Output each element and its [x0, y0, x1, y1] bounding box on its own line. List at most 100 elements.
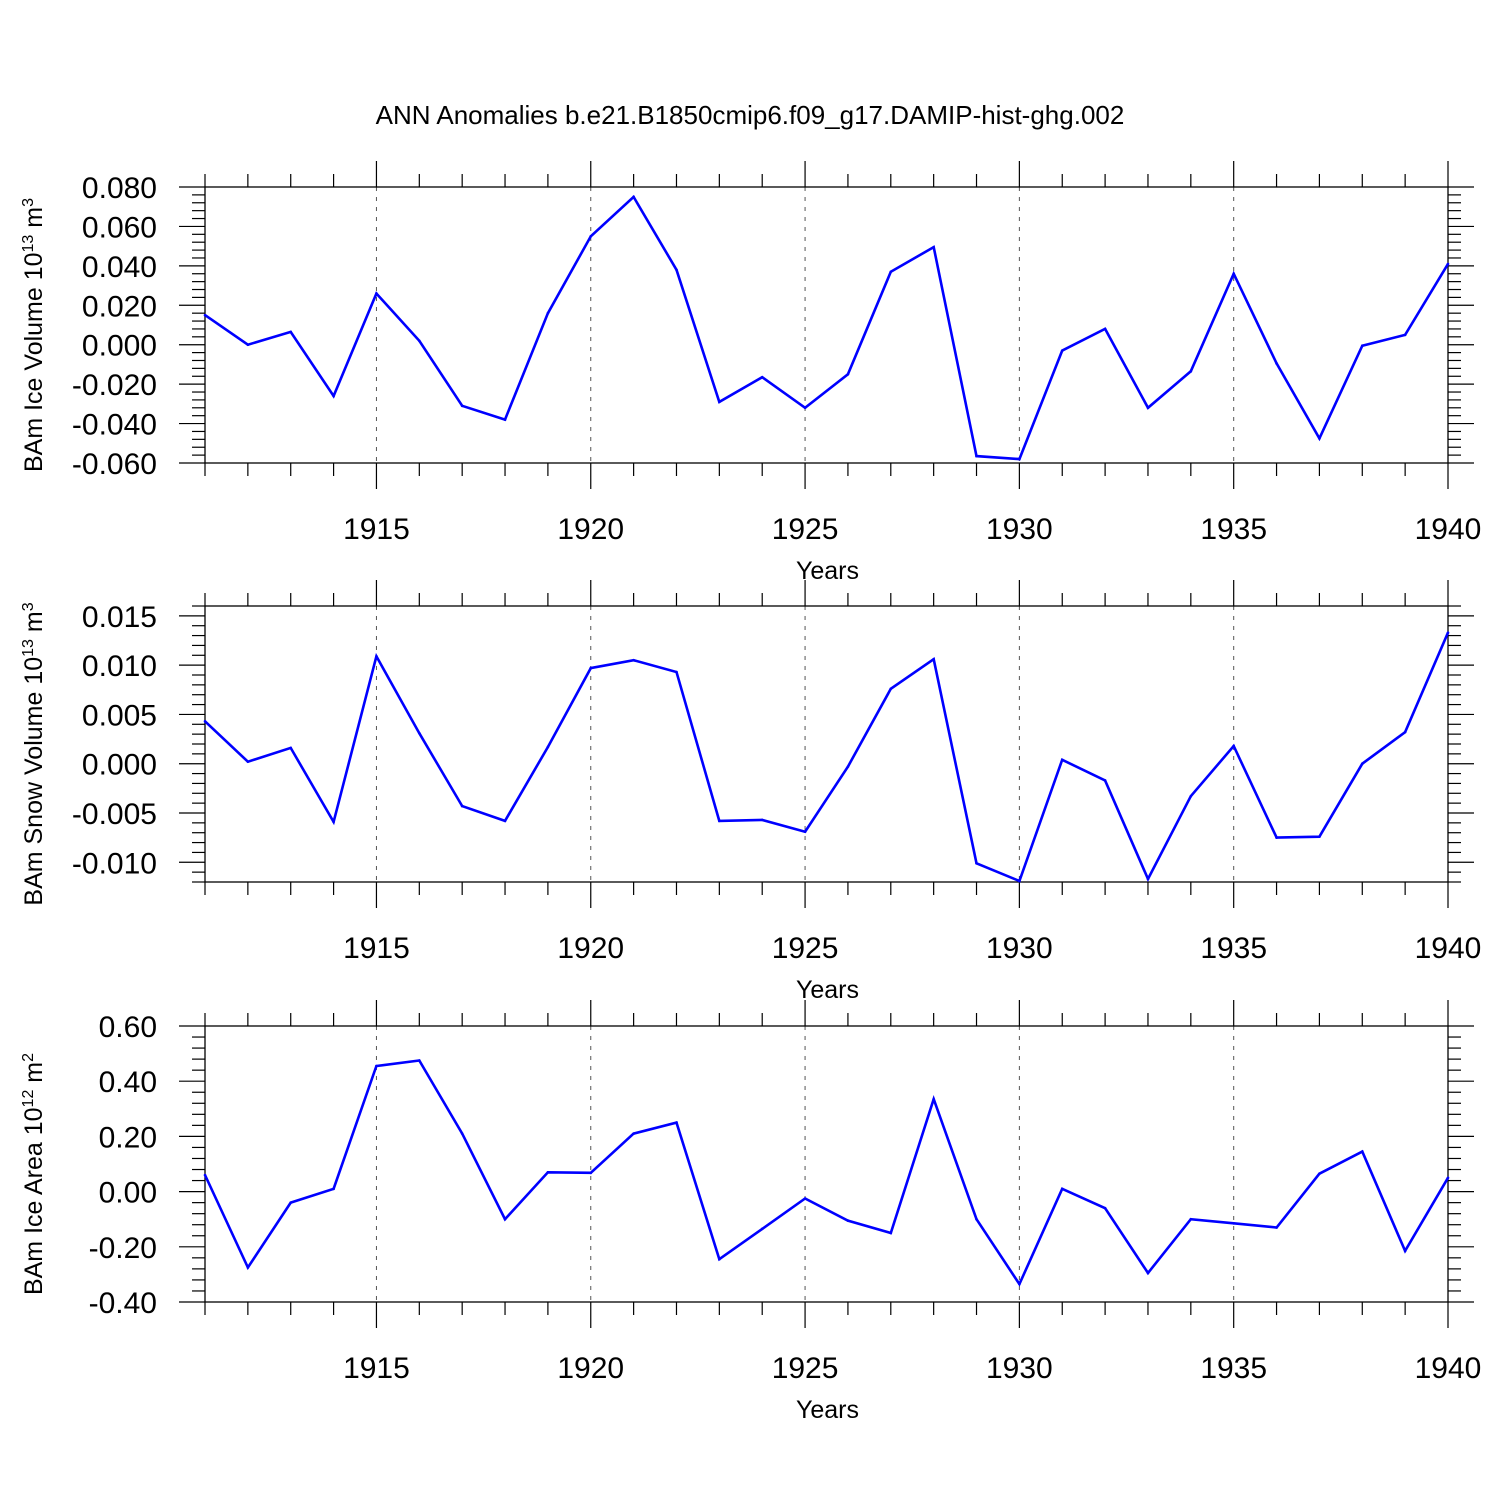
data-point-1917	[460, 404, 464, 408]
data-point-1921	[632, 658, 635, 662]
data-point-1921	[632, 1132, 635, 1135]
data-point-1914	[332, 820, 335, 824]
x-tick-label: 1940	[1415, 513, 1482, 546]
y-axis-title: BAm Ice Volume 1013 m3	[20, 198, 48, 472]
data-point-1940	[1446, 262, 1450, 266]
y-tick-label: 0.020	[82, 290, 157, 323]
x-tick-label: 1940	[1415, 1352, 1482, 1385]
data-point-1927	[889, 1231, 893, 1235]
y-tick-label: 0.40	[99, 1066, 157, 1099]
x-tick-label: 1920	[557, 932, 624, 965]
data-point-1916	[418, 1059, 421, 1062]
data-point-1915	[375, 292, 378, 295]
series-line	[204, 194, 1450, 461]
y-tick-label: 0.015	[82, 601, 157, 634]
x-tick-label: 1920	[557, 513, 624, 546]
data-point-1922	[675, 670, 678, 674]
data-point-1920	[589, 234, 593, 238]
y-tick-label: 0.000	[82, 749, 157, 782]
y-tick-label: 0.00	[99, 1177, 157, 1210]
x-tick-label: 1920	[557, 1352, 624, 1385]
chart-panel-1: -0.060 -0.040 -0.020 0.000 0.020 0.040 0.060 0.…	[20, 161, 1481, 585]
data-point-1921	[632, 195, 635, 199]
x-axis-title: Years	[796, 557, 859, 585]
data-point-1914	[332, 394, 335, 398]
data-point-1920	[589, 666, 593, 670]
y-tick-label: 0.20	[99, 1121, 157, 1154]
y-tick-label: 0.040	[82, 251, 157, 284]
data-point-1917	[460, 804, 464, 808]
plot-frame	[204, 1025, 1449, 1303]
data-point-1926	[846, 372, 850, 376]
data-point-1916	[418, 731, 421, 735]
data-point-1917	[460, 1132, 464, 1135]
data-point-1911	[203, 720, 207, 723]
data-point-1928	[932, 245, 935, 249]
figure-title: ANN Anomalies b.e21.B1850cmip6.f09_g17.D…	[376, 100, 1125, 130]
y-tick-label: -0.40	[89, 1287, 157, 1320]
data-point-1912	[246, 1266, 250, 1269]
data-point-1938	[1360, 1150, 1364, 1153]
data-point-1922	[675, 268, 678, 272]
y-tick-label: 0.000	[82, 330, 157, 363]
x-tick-label: 1915	[343, 513, 410, 546]
data-point-1934	[1189, 1217, 1193, 1221]
data-point-1925	[803, 830, 807, 834]
data-point-1923	[718, 819, 721, 823]
data-point-1931	[1060, 758, 1064, 762]
data-point-1919	[546, 1170, 550, 1174]
data-point-1913	[289, 746, 293, 750]
data-point-1924	[760, 1227, 764, 1231]
y-tick-label: -0.20	[89, 1232, 157, 1265]
data-point-1918	[503, 1217, 507, 1221]
data-point-1933	[1146, 406, 1150, 410]
data-point-1932	[1103, 779, 1107, 782]
y-tick-label: -0.040	[72, 409, 157, 442]
x-tick-label: 1935	[1200, 1352, 1267, 1385]
data-point-1933	[1146, 1271, 1150, 1275]
data-point-1926	[846, 1219, 850, 1222]
chart-panel-2: -0.010 -0.005 0.000 0.005 0.010 0.015 1915 1920…	[20, 580, 1481, 1004]
data-point-1927	[889, 687, 893, 691]
data-point-1931	[1060, 1187, 1064, 1191]
x-axis-title: Years	[796, 1396, 859, 1424]
data-point-1919	[546, 745, 550, 749]
data-point-1935	[1232, 1222, 1235, 1225]
data-point-1916	[418, 339, 421, 343]
x-tick-label: 1940	[1415, 932, 1482, 965]
data-point-1914	[332, 1187, 335, 1191]
x-tick-label: 1915	[343, 932, 410, 965]
data-point-1932	[1103, 1206, 1107, 1210]
series-line	[203, 1059, 1450, 1287]
y-axis-title: BAm Ice Area 1012 m2	[20, 1053, 48, 1295]
data-point-1940	[1446, 1176, 1450, 1180]
y-tick-label: 0.60	[99, 1011, 157, 1044]
data-point-1938	[1360, 762, 1364, 766]
data-point-1924	[760, 375, 764, 379]
data-point-1939	[1403, 730, 1407, 734]
data-point-1935	[1232, 272, 1235, 276]
data-point-1923	[718, 400, 721, 404]
data-point-1932	[1103, 327, 1107, 331]
data-point-1939	[1403, 333, 1407, 337]
y-tick-label: 0.005	[82, 699, 157, 732]
data-point-1929	[975, 1217, 978, 1221]
y-tick-label: -0.020	[72, 369, 157, 402]
data-point-1931	[1060, 349, 1064, 352]
y-tick-label: 0.080	[82, 172, 157, 205]
x-tick-label: 1925	[772, 513, 839, 546]
x-tick-label: 1925	[772, 1352, 839, 1385]
data-point-1924	[760, 818, 764, 822]
data-point-1919	[546, 311, 550, 315]
data-point-1915	[375, 1064, 378, 1068]
y-tick-label: -0.005	[72, 798, 157, 831]
data-point-1937	[1318, 1172, 1321, 1175]
x-tick-label: 1930	[986, 1352, 1053, 1385]
data-point-1913	[289, 1201, 293, 1204]
data-point-1911	[203, 313, 207, 317]
data-point-1936	[1275, 1226, 1278, 1229]
data-point-1939	[1403, 1249, 1407, 1253]
data-point-1920	[589, 1171, 593, 1175]
data-point-1928	[932, 1097, 935, 1101]
data-point-1930	[1018, 457, 1021, 461]
